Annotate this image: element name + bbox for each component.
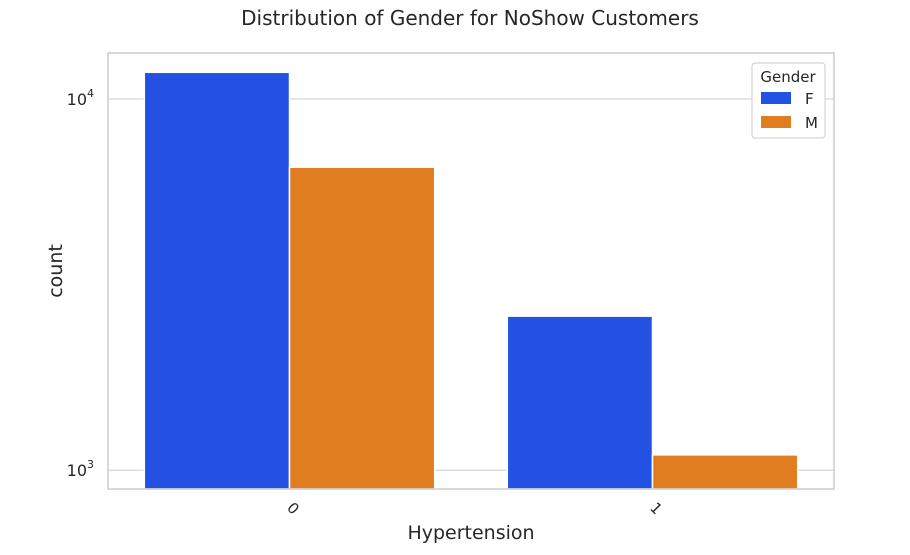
y-tick-label: 103 bbox=[67, 458, 94, 480]
x-tick-label: 1 bbox=[646, 499, 665, 518]
chart-title: Distribution of Gender for NoShow Custom… bbox=[241, 6, 699, 30]
bar-f-0 bbox=[143, 71, 291, 490]
x-axis-label: Hypertension bbox=[407, 522, 534, 544]
bars bbox=[143, 71, 799, 490]
plot-frame bbox=[107, 52, 835, 490]
bar-m-0 bbox=[288, 166, 436, 490]
y-tick-label: 104 bbox=[67, 87, 94, 109]
y-axis-ticks: 103 104 bbox=[67, 87, 94, 480]
legend-swatch-f bbox=[761, 92, 791, 104]
legend-label-f: F bbox=[805, 90, 814, 108]
legend: Gender F M bbox=[751, 62, 826, 139]
legend-title: Gender bbox=[760, 68, 816, 86]
bar-f-1 bbox=[506, 315, 654, 490]
x-tick-label: 0 bbox=[283, 499, 302, 518]
bar-m-1 bbox=[651, 454, 799, 490]
legend-swatch-m bbox=[761, 116, 791, 128]
y-axis-label: count bbox=[45, 244, 67, 298]
legend-label-m: M bbox=[805, 114, 818, 132]
